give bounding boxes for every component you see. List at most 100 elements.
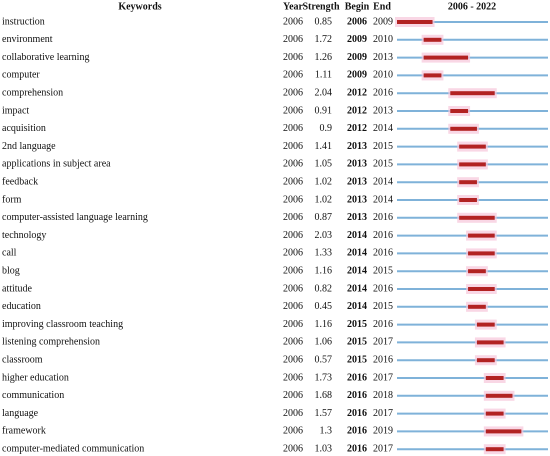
strength: 1.03 (315, 443, 333, 454)
keyword: computer-mediated communication (2, 443, 144, 454)
burst (485, 447, 504, 452)
begin: 2014 (347, 265, 367, 276)
strength: 0.9 (320, 123, 333, 134)
begin: 2014 (347, 301, 367, 312)
strength: 0.91 (315, 105, 333, 116)
keyword: applications in subject area (2, 159, 111, 170)
end: 2016 (373, 212, 393, 223)
begin: 2015 (347, 319, 367, 330)
year: 2006 (283, 390, 303, 401)
burst (485, 376, 504, 380)
end: 2016 (373, 319, 393, 330)
begin: 2015 (347, 354, 367, 365)
keyword: impact (2, 105, 29, 116)
header-strength: Strength (302, 1, 339, 12)
keyword: comprehension (2, 87, 63, 98)
burst (423, 37, 442, 42)
begin: 2014 (347, 283, 367, 294)
begin: 2012 (347, 123, 367, 134)
keyword: form (2, 194, 22, 205)
end: 2019 (373, 426, 393, 437)
burst (485, 411, 504, 416)
end: 2014 (373, 123, 393, 134)
end: 2015 (373, 159, 393, 170)
year: 2006 (283, 408, 303, 419)
end: 2016 (373, 354, 393, 365)
burst (468, 304, 486, 309)
burst (450, 91, 495, 96)
year: 2006 (283, 212, 303, 223)
burst (450, 109, 469, 113)
strength: 1.33 (315, 248, 333, 259)
strength: 0.87 (315, 212, 333, 223)
begin: 2013 (347, 176, 367, 187)
strength: 1.16 (315, 265, 333, 276)
year: 2006 (283, 105, 303, 116)
strength: 2.03 (315, 230, 333, 241)
burst (468, 251, 495, 256)
keyword: instruction (2, 16, 45, 27)
keyword: computer (2, 70, 40, 81)
year: 2006 (283, 354, 303, 365)
burst (476, 322, 495, 327)
strength: 0.85 (315, 16, 333, 27)
end: 2010 (373, 34, 393, 45)
burst (397, 20, 433, 24)
strength: 1.68 (315, 390, 333, 401)
end: 2017 (373, 337, 393, 348)
header-timeline: 2006 - 2022 (448, 1, 496, 12)
keyword: education (2, 301, 41, 312)
year: 2006 (283, 87, 303, 98)
begin: 2016 (347, 390, 367, 401)
burst (476, 340, 504, 345)
year: 2006 (283, 248, 303, 259)
end: 2017 (373, 408, 393, 419)
begin: 2009 (347, 70, 367, 81)
year: 2006 (283, 16, 303, 27)
year: 2006 (283, 52, 303, 63)
strength: 1.57 (315, 408, 333, 419)
keyword: attitude (2, 283, 33, 294)
keyword: call (2, 248, 17, 259)
keyword: technology (2, 230, 46, 241)
begin: 2012 (347, 105, 367, 116)
end: 2016 (373, 87, 393, 98)
strength: 1.11 (315, 70, 332, 81)
begin: 2012 (347, 87, 367, 98)
year: 2006 (283, 337, 303, 348)
end: 2009 (373, 16, 393, 27)
begin: 2014 (347, 248, 367, 259)
burst (476, 358, 495, 363)
end: 2016 (373, 248, 393, 259)
end: 2017 (373, 372, 393, 383)
burst (459, 180, 477, 185)
strength: 0.82 (315, 283, 333, 294)
burst (468, 287, 495, 291)
strength: 1.02 (315, 176, 333, 187)
strength: 0.57 (315, 354, 333, 365)
end: 2018 (373, 390, 393, 401)
burst (459, 198, 477, 202)
year: 2006 (283, 230, 303, 241)
year: 2006 (283, 301, 303, 312)
strength: 1.06 (315, 337, 333, 348)
begin: 2006 (347, 16, 367, 27)
strength: 1.02 (315, 194, 333, 205)
keyword: computer-assisted language learning (2, 212, 148, 223)
end: 2013 (373, 52, 393, 63)
keyword: higher education (2, 372, 69, 383)
begin: 2016 (347, 443, 367, 454)
burst (468, 233, 495, 238)
end: 2013 (373, 105, 393, 116)
strength: 1.05 (315, 159, 333, 170)
keyword: classroom (2, 354, 43, 365)
keyword: listening comprehension (2, 337, 100, 348)
strength: 1.41 (315, 141, 333, 152)
begin: 2015 (347, 337, 367, 348)
begin: 2013 (347, 194, 367, 205)
keyword: environment (2, 34, 53, 45)
end: 2014 (373, 176, 393, 187)
year: 2006 (283, 426, 303, 437)
strength: 1.26 (315, 52, 333, 63)
end: 2015 (373, 301, 393, 312)
